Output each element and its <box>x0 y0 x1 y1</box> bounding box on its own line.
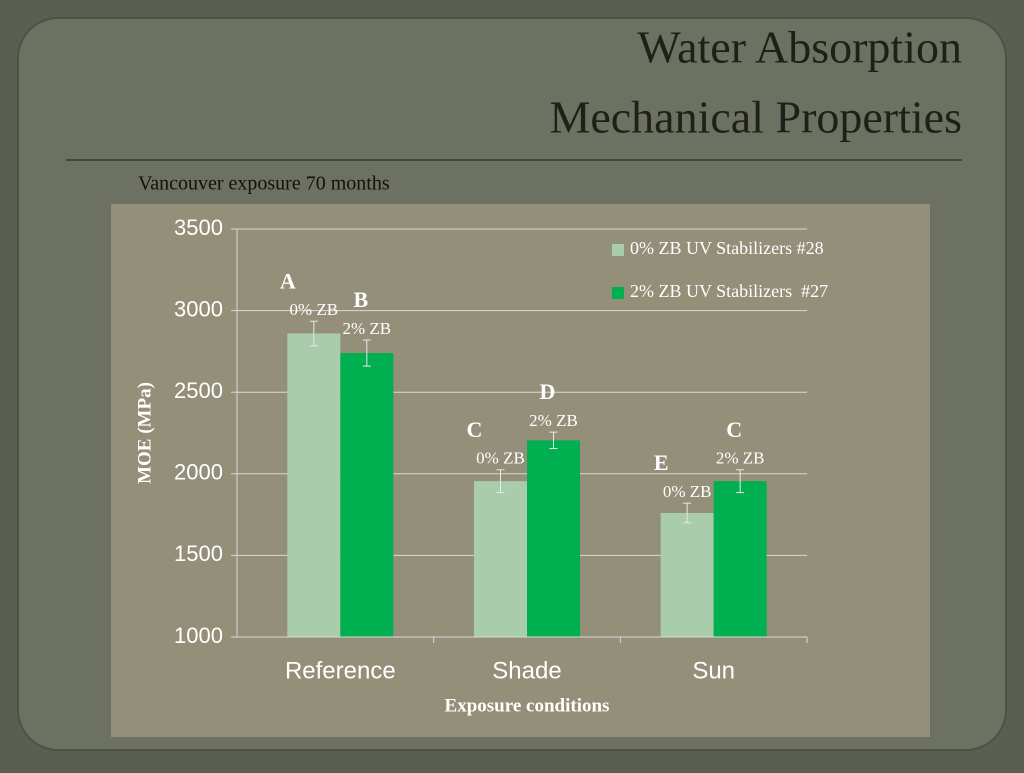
y-tick-label: 3000 <box>174 296 223 321</box>
group-letter: D <box>540 379 556 404</box>
error-bar <box>309 320 318 347</box>
legend-swatch <box>612 287 624 299</box>
x-tick-label: Shade <box>492 657 561 684</box>
group-letter: B <box>353 287 368 312</box>
error-bar <box>549 431 558 450</box>
x-axis-title: Exposure conditions <box>445 695 610 716</box>
x-tick-label: Reference <box>285 657 396 684</box>
group-letter: C <box>726 417 742 442</box>
legend-swatch <box>612 244 624 256</box>
y-tick-label: 1500 <box>174 541 223 566</box>
bar-label: 2% ZB <box>529 411 578 430</box>
y-tick-label: 1000 <box>174 623 223 648</box>
error-bar <box>683 502 692 524</box>
y-tick-label: 3500 <box>174 215 223 240</box>
bar-label: 0% ZB <box>290 300 339 319</box>
title-line: Water Absorption <box>637 22 962 73</box>
chart-area <box>111 204 930 737</box>
y-tick-label: 2500 <box>174 378 223 403</box>
legend-label: 0% ZB UV Stabilizers #28 <box>630 238 824 258</box>
error-bar <box>362 339 371 367</box>
subtitle: Vancouver exposure 70 months <box>138 173 390 195</box>
bar <box>474 481 527 637</box>
bar <box>340 353 394 637</box>
error-bar <box>496 469 505 494</box>
y-axis-title: MOE (MPa) <box>134 382 155 484</box>
bar <box>527 440 580 637</box>
title-line: Mechanical Properties <box>549 92 962 143</box>
bar <box>287 333 341 637</box>
x-tick-label: Sun <box>692 657 735 684</box>
bar-label: 2% ZB <box>716 449 765 468</box>
group-letter: E <box>654 450 669 475</box>
legend-label: 2% ZB UV Stabilizers #27 <box>630 281 828 301</box>
bar <box>660 512 714 637</box>
group-letter: A <box>280 268 296 293</box>
bar-label: 0% ZB <box>663 482 712 501</box>
error-bar <box>736 469 745 494</box>
bar-label: 0% ZB <box>476 449 525 468</box>
group-letter: C <box>467 417 483 442</box>
bar <box>713 481 767 637</box>
y-tick-label: 2000 <box>174 460 223 485</box>
bar-label: 2% ZB <box>343 319 392 338</box>
